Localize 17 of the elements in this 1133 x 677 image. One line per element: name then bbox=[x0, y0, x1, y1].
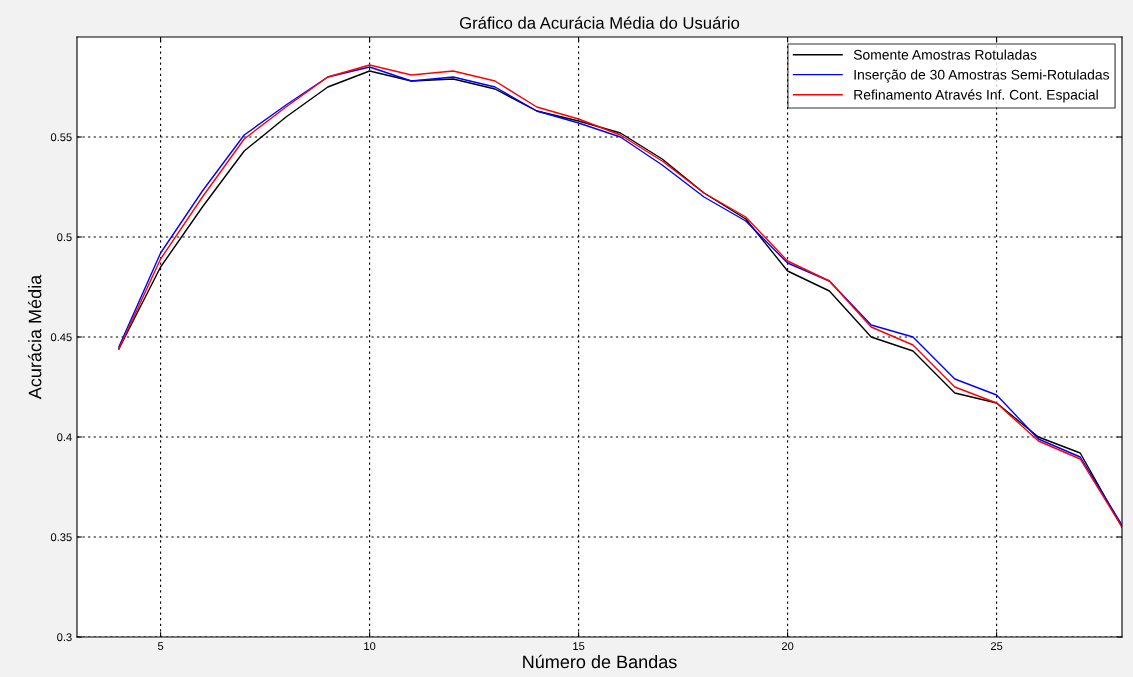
x-tick-label: 10 bbox=[364, 642, 376, 651]
y-tick-label: 0.45 bbox=[50, 333, 72, 342]
x-tick-label: 15 bbox=[573, 642, 585, 651]
y-tick-label: 0.3 bbox=[57, 633, 72, 642]
chart-title: Gráfico da Acurácia Média do Usuário bbox=[460, 16, 740, 29]
y-axis-title: Acurácia Média bbox=[27, 274, 42, 400]
x-axis-title: Número de Bandas bbox=[523, 654, 677, 669]
y-tick-label: 0.35 bbox=[50, 533, 72, 542]
x-tick-label: 25 bbox=[990, 642, 1003, 651]
y-tick-label: 0.4 bbox=[57, 433, 72, 442]
x-tick-label: 5 bbox=[157, 642, 164, 651]
x-tick-label: 20 bbox=[781, 642, 794, 651]
y-tick-label: 0.55 bbox=[50, 133, 72, 142]
legend-label: Refinamento Através Inf. Cont. Espacial bbox=[854, 89, 1098, 103]
legend-label: Somente Amostras Rotuladas bbox=[853, 49, 1037, 60]
legend-label: Inserção de 30 Amostras Semi-Rotuladas bbox=[854, 69, 1110, 83]
y-tick-label: 0.5 bbox=[57, 233, 72, 242]
